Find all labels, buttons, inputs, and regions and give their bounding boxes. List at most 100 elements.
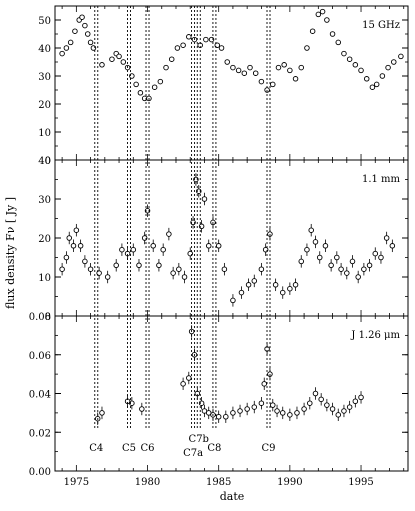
- data-point: [335, 39, 342, 46]
- data-point: [109, 56, 115, 62]
- data-point: [223, 414, 229, 420]
- data-point: [281, 62, 287, 68]
- data-point: [99, 410, 105, 416]
- data-point: [133, 81, 139, 88]
- data-point: [176, 266, 182, 272]
- data-point: [237, 408, 243, 414]
- data-point: [72, 28, 78, 34]
- data-point: [160, 246, 166, 253]
- y-axis-label: flux density Fν [ Jy ]: [4, 197, 17, 309]
- data-point: [201, 408, 208, 414]
- data-point: [358, 394, 364, 401]
- y-tick-label: 30: [38, 72, 51, 83]
- data-point: [235, 67, 242, 74]
- data-point: [318, 396, 324, 403]
- data-point: [215, 243, 222, 249]
- data-point: [372, 250, 379, 257]
- data-point: [241, 70, 248, 76]
- data-point: [341, 408, 347, 414]
- x-tick-label: 1990: [277, 477, 302, 488]
- y-tick-label: 40: [38, 44, 51, 55]
- panel-label: 15 GHz: [362, 20, 400, 31]
- data-point: [307, 400, 313, 406]
- data-point: [63, 45, 70, 51]
- data-point: [180, 381, 186, 387]
- data-point: [170, 270, 176, 276]
- panel-frame: [54, 5, 409, 161]
- data-point: [130, 246, 137, 253]
- x-tick-label: 1985: [206, 477, 231, 488]
- x-axis-label: date: [220, 490, 245, 503]
- y-tick-label: 0.04: [29, 390, 51, 401]
- data-point: [389, 243, 396, 249]
- data-point: [59, 50, 65, 57]
- y-tick-label: 0.00: [29, 467, 51, 478]
- data-point: [77, 243, 84, 249]
- data-point: [352, 398, 359, 405]
- data-point: [180, 42, 186, 48]
- panel-1: 0 10 20 30 40 50 15 GHz: [38, 5, 409, 167]
- data-point: [70, 243, 77, 249]
- data-point: [373, 81, 380, 88]
- panel-frame: [54, 159, 409, 317]
- data-point: [338, 266, 344, 272]
- data-point: [258, 266, 265, 272]
- data-point: [274, 408, 280, 414]
- data-point: [352, 62, 359, 68]
- data-point: [363, 76, 370, 82]
- data-point: [355, 274, 361, 280]
- data-point: [346, 56, 353, 62]
- data-point: [119, 246, 125, 253]
- data-point: [385, 64, 391, 71]
- y-tick-label: 20: [38, 100, 51, 111]
- data-point: [366, 262, 373, 269]
- data-point: [279, 410, 286, 416]
- data-point: [304, 45, 310, 51]
- data-point: [186, 375, 192, 381]
- data-point: [186, 34, 192, 40]
- data-point: [379, 73, 386, 79]
- data-point: [104, 274, 111, 280]
- y-tick-label: 10: [38, 128, 51, 139]
- y-tick-label: 20: [38, 234, 51, 245]
- data-point: [258, 78, 265, 85]
- data-point: [244, 406, 250, 412]
- data-point: [335, 412, 342, 418]
- y-tick-label: 40: [38, 156, 51, 167]
- data-point: [398, 53, 404, 60]
- y-tick-label: 0.08: [29, 312, 51, 323]
- data-point: [251, 404, 258, 410]
- component-marker-label: C5: [122, 443, 136, 454]
- data-point: [312, 239, 319, 245]
- component-marker-label: C6: [141, 443, 155, 454]
- data-point: [369, 84, 376, 90]
- data-point: [270, 402, 276, 408]
- data-point: [349, 258, 356, 265]
- data-point: [298, 258, 304, 265]
- y-tick-label: 50: [38, 16, 51, 27]
- data-point: [272, 282, 279, 288]
- data-point: [230, 410, 236, 416]
- data-point: [324, 17, 330, 23]
- panel-label: 1.1 mm: [362, 174, 401, 185]
- data-point: [174, 45, 181, 51]
- data-point: [82, 258, 88, 265]
- data-point: [224, 59, 230, 65]
- y-tick-label: 0: [45, 312, 51, 323]
- component-marker-label: C8: [207, 443, 221, 454]
- x-tick-label: 1980: [135, 477, 160, 488]
- data-point: [137, 90, 144, 96]
- y-tick-label: 10: [38, 273, 51, 284]
- data-point: [279, 289, 286, 296]
- y-tick-label: 0.02: [29, 428, 51, 439]
- data-point: [261, 381, 267, 387]
- data-point: [73, 227, 80, 233]
- data-point: [287, 412, 293, 418]
- data-point: [344, 270, 350, 276]
- data-point: [230, 64, 236, 71]
- data-points: [59, 8, 404, 102]
- data-point: [63, 254, 70, 261]
- data-point: [317, 254, 323, 261]
